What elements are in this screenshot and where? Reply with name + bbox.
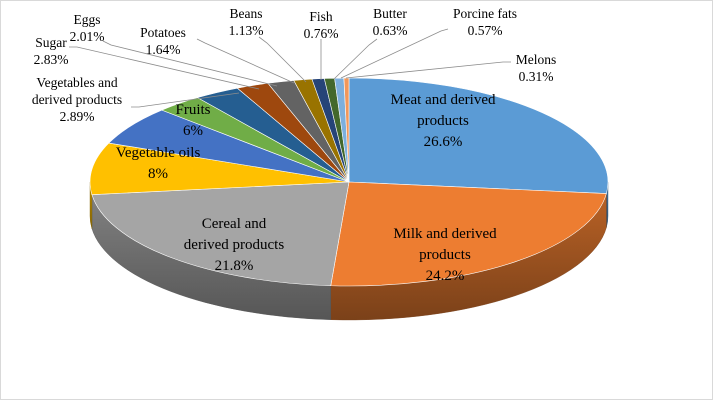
pie-slice-meat-and-derived-products	[348, 77, 609, 194]
data-label-eggs: Eggs 2.01%	[70, 12, 278, 87]
percent-label-cereal-and-derived-products: 21.8%	[215, 258, 254, 274]
data-label-fish: Fish 0.76%	[304, 9, 339, 80]
leader-line-potatoes	[196, 38, 295, 84]
data-label-fruits: Fruits 6%	[175, 102, 210, 139]
leader-line-sugar	[69, 46, 260, 90]
pie-top	[89, 77, 609, 287]
percent-label-fish: 0.76%	[304, 26, 339, 41]
data-label-sugar: Sugar 2.83%	[34, 35, 260, 90]
percent-label-vegetables-and-derived-products: 2.89%	[60, 109, 95, 124]
percent-label-meat-and-derived-products: 26.6%	[424, 134, 463, 150]
leader-line-vegetables-and-derived-products	[131, 92, 240, 108]
percent-label-butter: 0.63%	[373, 23, 408, 38]
label-vegetables-and-derived-products-line-1: Vegetables and	[36, 75, 118, 90]
data-label-vegetable-oils: Vegetable oils 8%	[116, 145, 201, 182]
pie-slice-cereal-and-derived-products	[91, 181, 350, 287]
data-label-vegetables-and-derived-products: Vegetables and derived products 2.89%	[32, 75, 240, 124]
percent-label-porcine-fats: 0.57%	[468, 23, 503, 38]
data-label-potatoes: Potatoes 1.64%	[140, 25, 295, 84]
label-cereal-and-derived-products-line-2: derived products	[184, 237, 285, 253]
label-porcine-fats-line-1: Porcine fats	[453, 6, 517, 21]
percent-label-vegetable-oils: 8%	[148, 166, 168, 182]
label-meat-and-derived-products-line-2: products	[417, 113, 469, 129]
label-vegetable-oils-line-1: Vegetable oils	[116, 145, 201, 161]
data-label-cereal-and-derived-products: Cereal and derived products 21.8%	[184, 216, 285, 274]
label-sugar-line-1: Sugar	[35, 35, 67, 50]
label-eggs-line-1: Eggs	[74, 12, 101, 27]
label-beans-line-1: Beans	[230, 6, 263, 21]
percent-label-milk-and-derived-products: 24.2%	[426, 268, 465, 284]
pie-labels: Meat and derived products 26.6% Milk and de…	[32, 6, 556, 284]
percent-label-melons: 0.31%	[519, 69, 554, 84]
label-fish-line-1: Fish	[309, 9, 333, 24]
label-cereal-and-derived-products-line-1: Cereal and	[202, 216, 267, 232]
leader-line-butter	[333, 38, 378, 80]
label-meat-and-derived-products-line-1: Meat and derived	[391, 92, 496, 108]
percent-label-beans: 1.13%	[229, 23, 264, 38]
data-label-porcine-fats: Porcine fats 0.57%	[340, 6, 517, 79]
label-potatoes-line-1: Potatoes	[140, 25, 186, 40]
label-milk-and-derived-products-line-1: Milk and derived	[393, 226, 497, 242]
label-melons-line-1: Melons	[516, 52, 557, 67]
percent-label-fruits: 6%	[183, 123, 203, 139]
pie-slice-vegetable-oils	[89, 142, 350, 195]
leader-line-beans	[258, 36, 307, 83]
leader-line-melons	[345, 61, 511, 79]
label-milk-and-derived-products-line-2: products	[419, 247, 471, 263]
pie-slice-milk-and-derived-products	[330, 181, 607, 287]
label-butter-line-1: Butter	[373, 6, 407, 21]
label-fruits-line-1: Fruits	[175, 102, 210, 118]
data-label-beans: Beans 1.13%	[229, 6, 307, 83]
label-vegetables-and-derived-products-line-2: derived products	[32, 92, 122, 107]
percent-label-sugar: 2.83%	[34, 52, 69, 67]
data-label-meat-and-derived-products: Meat and derived products 26.6%	[391, 92, 496, 150]
data-label-milk-and-derived-products: Milk and derived products 24.2%	[393, 226, 497, 284]
leader-line-porcine-fats	[340, 28, 449, 79]
data-label-butter: Butter 0.63%	[333, 6, 408, 80]
data-label-melons: Melons 0.31%	[345, 52, 557, 84]
percent-label-potatoes: 1.64%	[146, 42, 181, 57]
percent-label-eggs: 2.01%	[70, 29, 105, 44]
leader-line-eggs	[102, 40, 278, 87]
